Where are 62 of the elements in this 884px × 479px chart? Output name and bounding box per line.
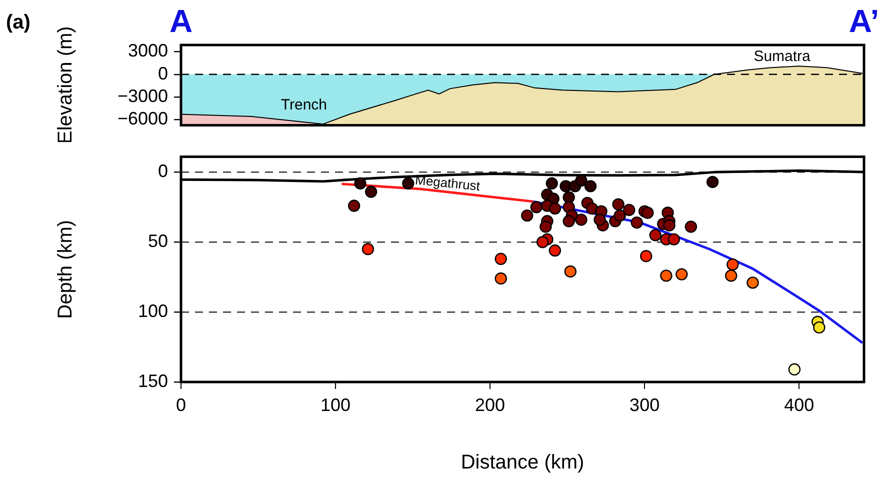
- point: [521, 209, 534, 222]
- point: [402, 177, 414, 190]
- y-tick-label: 0: [158, 161, 168, 182]
- point: [548, 202, 562, 215]
- point: [530, 201, 543, 214]
- point: [494, 272, 507, 285]
- point: [649, 229, 662, 242]
- x-tick-label: 200: [475, 394, 506, 415]
- x-axis-title: Distance (km): [460, 452, 584, 474]
- point: [676, 268, 688, 280]
- y-tick-label: 150: [138, 370, 168, 391]
- point: [362, 243, 374, 256]
- annotation: Megathrust: [414, 172, 482, 194]
- point: [536, 236, 549, 248]
- text: A’: [848, 2, 880, 39]
- point: [612, 198, 624, 210]
- y-tick-label: 0: [158, 63, 168, 84]
- point: [564, 265, 577, 278]
- point: [746, 276, 759, 289]
- point: [788, 363, 801, 376]
- y-tick-label: −6000: [117, 108, 168, 129]
- text: A: [169, 2, 193, 39]
- x-tick-label: 0: [176, 394, 186, 415]
- point: [684, 220, 698, 233]
- point: [584, 180, 597, 192]
- point: [494, 252, 507, 266]
- y-axis-title: Depth (km): [54, 220, 77, 319]
- y-tick-label: 50: [148, 231, 168, 252]
- point: [562, 215, 575, 228]
- y-tick-label: 3000: [128, 40, 168, 61]
- point: [623, 204, 636, 216]
- y-axis-title: Elevation (m): [54, 26, 77, 144]
- point: [575, 174, 588, 187]
- point: [660, 270, 672, 282]
- point: [594, 214, 606, 226]
- point: [725, 270, 738, 282]
- point: [640, 250, 652, 262]
- point: [586, 202, 598, 215]
- point: [642, 206, 654, 219]
- point: [546, 177, 558, 190]
- point: [354, 177, 366, 190]
- x-tick-label: 300: [630, 394, 660, 415]
- y-tick-label: −3000: [117, 86, 168, 106]
- point: [548, 244, 562, 257]
- x-tick-label: 400: [784, 394, 814, 415]
- point: [540, 220, 552, 233]
- point: [706, 176, 719, 188]
- y-tick-label: 100: [138, 301, 168, 322]
- point: [668, 233, 680, 246]
- point: [630, 216, 643, 229]
- x-tick-label: 100: [320, 394, 351, 415]
- point: [663, 219, 676, 232]
- point: [813, 321, 826, 334]
- point: [614, 209, 626, 222]
- text: (a): [6, 12, 30, 34]
- point: [726, 258, 739, 271]
- annotation: Trench: [280, 96, 328, 114]
- point: [364, 186, 378, 198]
- point: [348, 200, 360, 212]
- point: [575, 214, 588, 226]
- point: [562, 191, 575, 204]
- annotation: Sumatra: [754, 48, 812, 66]
